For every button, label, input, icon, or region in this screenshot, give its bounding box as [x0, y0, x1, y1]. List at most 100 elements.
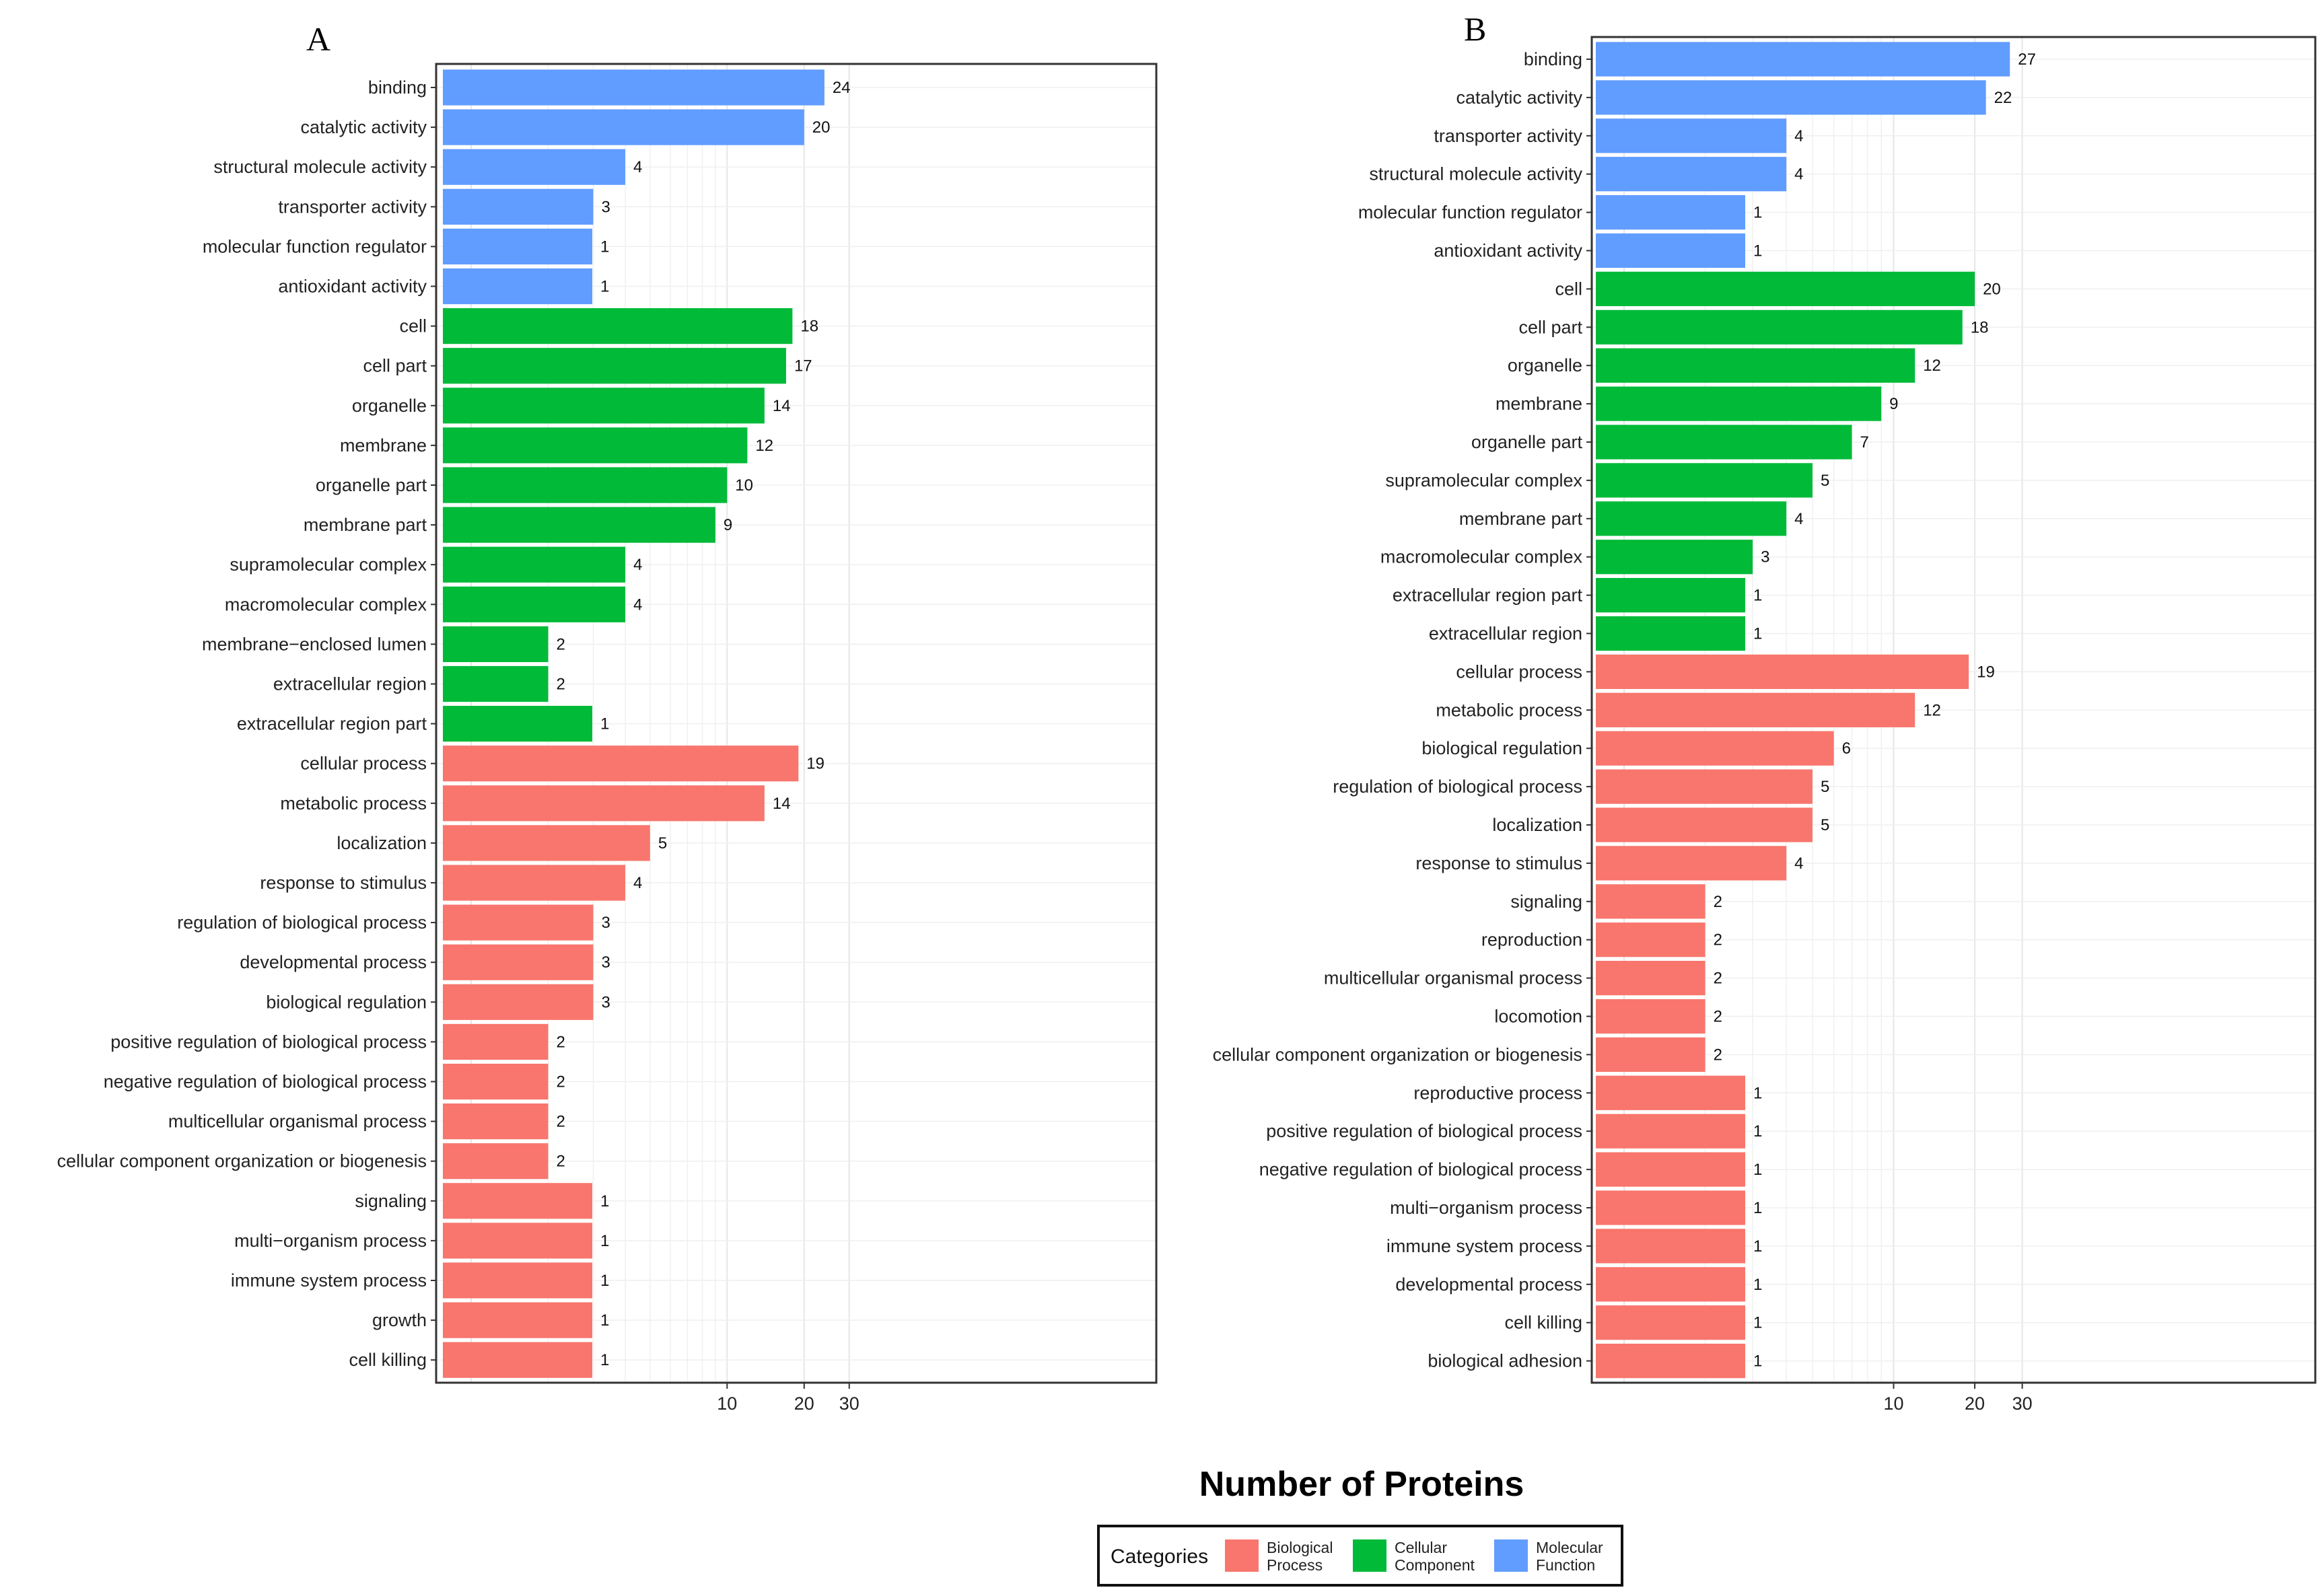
bar	[1596, 1075, 1745, 1110]
bar	[443, 984, 594, 1020]
category-label: membrane	[340, 435, 427, 456]
bar-value-label: 4	[633, 874, 642, 892]
category-label: biological adhesion	[1428, 1351, 1582, 1371]
legend-item-label: Process	[1267, 1556, 1323, 1574]
bar-value-label: 12	[755, 437, 773, 455]
bar	[1596, 616, 1745, 651]
bar	[443, 1183, 592, 1219]
bar	[1596, 1190, 1745, 1225]
category-label: regulation of biological process	[1333, 776, 1582, 797]
bar-value-label: 1	[1753, 204, 1762, 222]
x-tick-label: 20	[794, 1393, 814, 1414]
category-label: cellular process	[300, 754, 427, 774]
category-label: organelle	[1508, 355, 1582, 375]
category-label: localization	[1492, 815, 1582, 835]
category-label: extracellular region part	[1393, 585, 1583, 606]
bar-value-label: 18	[800, 318, 818, 336]
bar	[443, 944, 594, 980]
bar-value-label: 17	[794, 357, 812, 375]
category-label: signaling	[1510, 892, 1582, 912]
bar	[443, 1302, 592, 1338]
bar-value-label: 19	[1977, 663, 1995, 681]
bar-value-label: 9	[1889, 395, 1898, 413]
bar	[1596, 271, 1975, 307]
bar	[1596, 157, 1787, 192]
bar	[1596, 194, 1745, 230]
bar	[1596, 807, 1813, 842]
category-label: cellular component organization or bioge…	[57, 1151, 427, 1171]
bar	[443, 626, 549, 662]
bar-value-label: 5	[1821, 778, 1829, 796]
category-label: antioxidant activity	[1434, 241, 1582, 261]
bar-value-label: 1	[600, 1351, 609, 1369]
bar-value-label: 1	[1753, 587, 1762, 605]
bar-value-label: 2	[1714, 931, 1722, 949]
category-label: immune system process	[231, 1270, 427, 1291]
bar	[1596, 42, 2010, 77]
bar-value-label: 1	[1753, 625, 1762, 643]
bar-value-label: 20	[1983, 280, 2001, 298]
bar-value-label: 4	[633, 595, 642, 614]
bar-value-label: 1	[1753, 1314, 1762, 1332]
bar-value-label: 4	[633, 158, 642, 176]
bar-value-label: 1	[600, 1311, 609, 1330]
bar	[443, 665, 549, 702]
panel-border	[435, 63, 1158, 1384]
bar	[1596, 692, 1915, 727]
bar-value-label: 3	[601, 914, 610, 932]
bar	[443, 706, 592, 742]
category-label: cell	[399, 316, 427, 336]
bar-value-label: 1	[1753, 1161, 1762, 1179]
category-label: negative regulation of biological proces…	[1259, 1159, 1582, 1180]
bar	[443, 546, 625, 583]
category-label: antioxidant activity	[278, 277, 427, 297]
bar	[443, 1023, 549, 1060]
bar	[443, 188, 594, 225]
bar	[443, 904, 594, 941]
legend-item-label: Component	[1395, 1556, 1475, 1574]
category-label: multi−organism process	[234, 1231, 427, 1251]
bar	[1596, 731, 1834, 766]
category-label: response to stimulus	[1415, 853, 1582, 873]
bar	[1596, 463, 1813, 498]
bar	[1596, 922, 1706, 957]
legend-item-label: Biological	[1267, 1539, 1333, 1556]
category-label: extracellular region part	[237, 714, 427, 734]
category-label: macromolecular complex	[225, 594, 427, 614]
bar-value-label: 1	[1753, 1122, 1762, 1140]
bar-value-label: 27	[2018, 50, 2036, 69]
bar	[443, 109, 804, 145]
bar-value-label: 18	[1971, 318, 1989, 336]
category-label: localization	[337, 833, 427, 853]
bar-value-label: 2	[1714, 893, 1722, 911]
bar-value-label: 4	[1794, 855, 1803, 873]
category-label: metabolic process	[1436, 700, 1582, 720]
bar-value-label: 2	[1714, 1008, 1722, 1026]
bar	[1596, 310, 1963, 344]
bar	[1596, 501, 1787, 536]
category-label: reproductive process	[1413, 1083, 1582, 1103]
category-label: cellular component organization or bioge…	[1213, 1044, 1582, 1064]
bar-value-label: 24	[833, 79, 851, 97]
bar	[443, 388, 765, 424]
category-label: binding	[1524, 49, 1582, 69]
bar-value-label: 5	[1821, 472, 1829, 490]
category-label: extracellular region	[1429, 624, 1582, 644]
bar-value-label: 2	[556, 1113, 565, 1131]
bar	[1596, 1305, 1745, 1340]
bar-value-label: 2	[1714, 1046, 1722, 1064]
bar	[1596, 999, 1706, 1034]
x-tick-label: 30	[839, 1393, 859, 1414]
bar-value-label: 1	[1753, 1237, 1762, 1256]
category-label: developmental process	[240, 952, 427, 972]
bar-value-label: 4	[1794, 127, 1803, 145]
bar	[1596, 846, 1787, 881]
bar-value-label: 4	[1794, 166, 1803, 184]
bar-value-label: 12	[1923, 701, 1941, 719]
category-label: structural molecule activity	[213, 157, 427, 177]
bar-value-label: 3	[1761, 548, 1769, 567]
bar	[443, 586, 625, 622]
bar-value-label: 22	[1994, 89, 2012, 107]
